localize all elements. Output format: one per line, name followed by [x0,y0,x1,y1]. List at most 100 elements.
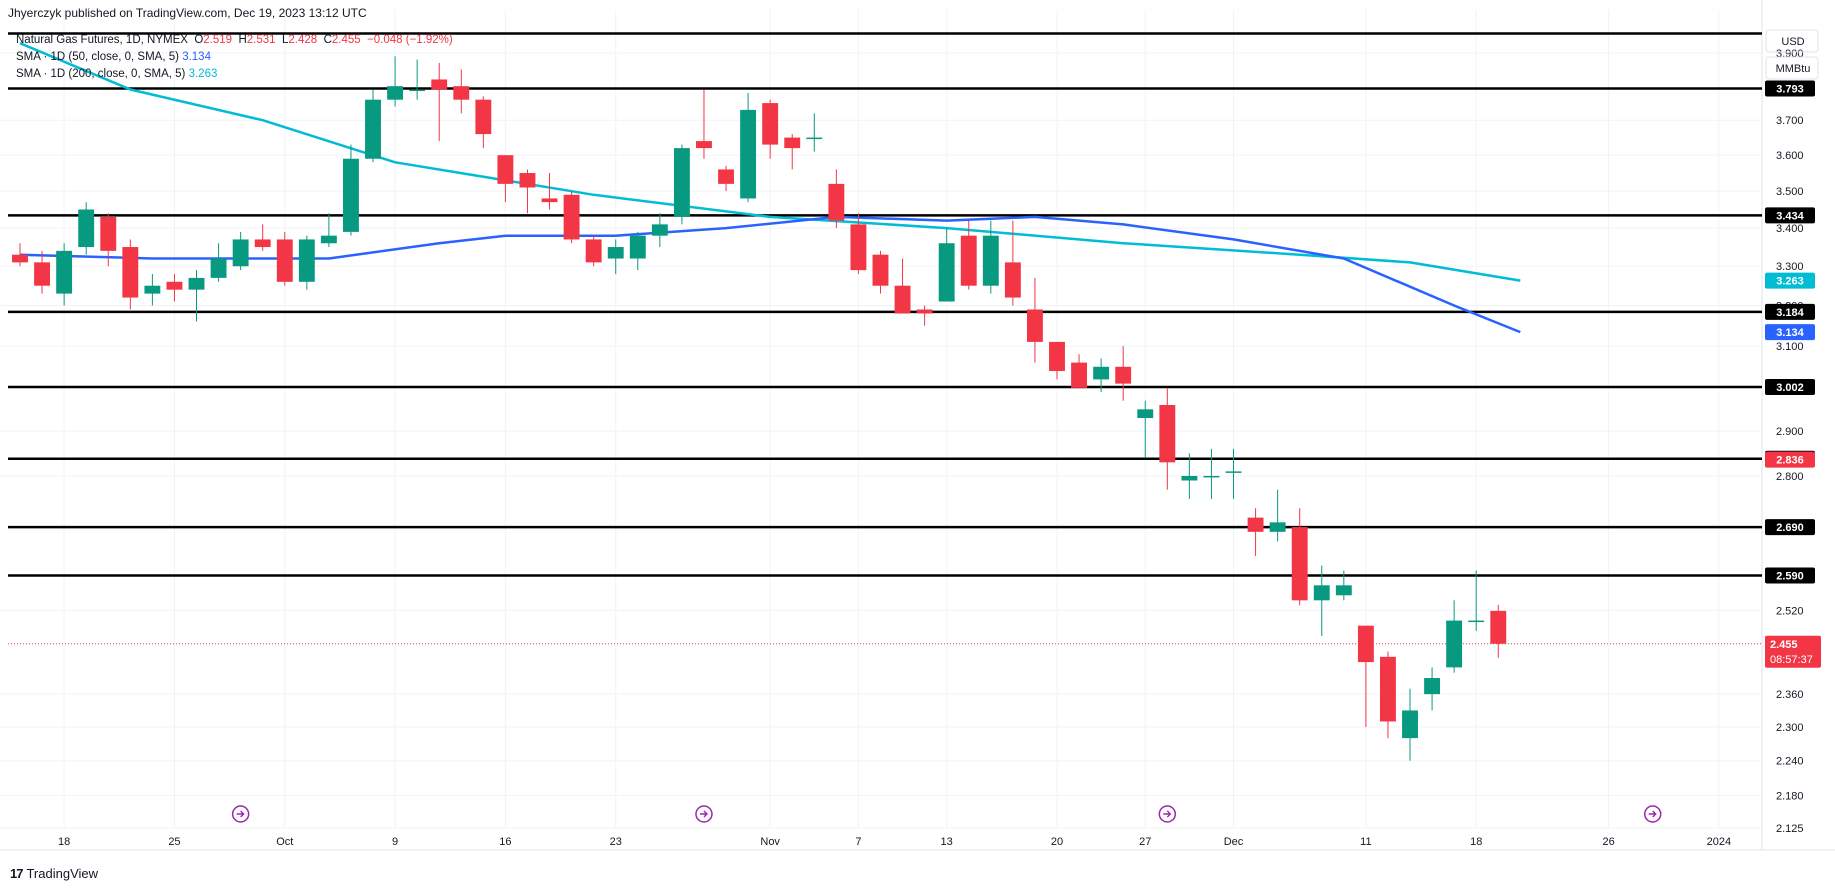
level-price-label: 3.434 [1776,210,1804,222]
y-tick-label: 3.100 [1776,341,1804,353]
candle-body [1313,585,1330,601]
candle-body [343,158,359,232]
candle-body [188,277,205,290]
event-marker-icon[interactable] [231,805,250,823]
sma50-legend-label: SMA · 1D (50, close, 0, SMA, 5) [16,51,179,63]
unit-button[interactable]: MMBtu [1775,63,1811,75]
candle-body [12,254,28,263]
tradingview-logo-text: TradingView [26,866,99,881]
candle-body [1247,517,1264,532]
unit-button-frame [1765,56,1819,80]
candle-body [1093,366,1110,380]
x-tick-label: 20 [1051,836,1063,848]
candle-body [629,235,646,259]
candle-body [563,194,580,240]
candle-body [872,254,889,286]
level-price-label: 2.590 [1776,570,1804,582]
candle-body [78,209,95,248]
level-price-label-bg [1765,207,1815,224]
sma200-legend[interactable]: SMA · 1D (200, close, 0, SMA, 5) 3.263 [16,68,217,80]
y-tick-label: 2.180 [1776,790,1804,802]
candle-body [1203,475,1220,478]
candle-body [806,137,823,140]
event-marker-icon[interactable] [1643,805,1662,823]
y-tick-label: 2.520 [1776,605,1804,617]
y-tick-label: 3.500 [1776,186,1804,198]
x-tick-label: 7 [855,836,861,848]
candle-body [387,86,404,100]
symbol-title: Natural Gas Futures, 1D, NYMEX [16,34,188,46]
candle-body [232,239,249,267]
currency-button[interactable]: USD [1781,36,1805,48]
level-price-label-bg [1765,80,1815,97]
level-price-label: 2.690 [1776,522,1804,534]
event-marker-icon[interactable] [695,805,713,823]
x-tick-label: 18 [58,836,70,848]
candle-body [276,239,293,282]
ohlc-high: H2.531 [238,34,276,46]
candle-body [144,285,161,294]
candle-body [56,250,73,294]
level-price-label-bg [1765,519,1815,536]
y-tick-label: 2.360 [1776,689,1804,701]
y-tick-label: 2.240 [1776,756,1804,768]
symbol-legend: Natural Gas Futures, 1D, NYMEX O2.519 H2… [16,34,453,46]
currency-button-frame [1765,29,1819,53]
candle-body [100,216,117,251]
candle-body [894,285,911,314]
x-tick-label: 9 [392,836,398,848]
candle-body [409,89,426,92]
candle-body [1490,610,1507,644]
candle-body [1269,522,1286,532]
sma200-legend-label: SMA · 1D (200, close, 0, SMA, 5) [16,68,186,80]
indicator-price-label: 2.836 [1776,455,1804,467]
candle-body [960,235,977,286]
countdown-label: 08:57:37 [1770,654,1813,666]
candle-body [1159,405,1176,463]
candle-body [607,247,624,259]
x-tick-label: Dec [1224,836,1244,848]
event-marker-icon[interactable] [1158,805,1177,823]
candle-body [1137,409,1154,419]
level-price-label: 3.793 [1776,84,1804,96]
y-tick-label: 2.800 [1776,471,1804,483]
x-tick-label: 11 [1360,836,1371,848]
candle-body [916,309,933,314]
sma50-legend[interactable]: SMA · 1D (50, close, 0, SMA, 5) 3.134 [16,51,211,63]
sma50-legend-value: 3.134 [182,51,211,63]
x-tick-label: 2024 [1707,836,1731,848]
candle-body [938,243,955,302]
y-tick-label: 2.125 [1776,823,1804,835]
y-tick-label: 3.300 [1776,261,1804,273]
y-tick-label: 3.400 [1776,223,1804,235]
y-tick-label: 2.900 [1776,426,1804,438]
y-tick-label: 2.300 [1776,722,1804,734]
x-tick-label: 25 [168,836,180,848]
candle-body [982,235,999,286]
candle-body [1357,625,1374,663]
x-tick-label: Nov [760,836,780,848]
candle-body [519,173,536,188]
candle-body [210,258,227,278]
x-tick-label: 16 [499,836,511,848]
candle-body [1026,309,1043,342]
candle-body [254,239,271,248]
candle-body [320,235,337,244]
candle-body [1181,475,1198,481]
ohlc-change: −0.048 (−1.92%) [367,34,453,46]
ohlc-open: O2.519 [194,34,233,46]
candle-body [1335,585,1352,596]
level-price-label-bg [1765,379,1815,396]
candle-body [1115,366,1132,384]
candle-body [1004,262,1021,298]
candle-body [740,109,757,199]
candle-body [166,281,183,290]
candle-body [1446,620,1463,668]
x-tick-label: 18 [1470,836,1482,848]
ohlc-low: L2.428 [281,34,318,46]
tradingview-logo[interactable]: 17 TradingView [10,866,98,881]
candle-body [1049,341,1065,371]
x-tick-label: 27 [1139,836,1151,848]
candle-body [1071,362,1088,388]
